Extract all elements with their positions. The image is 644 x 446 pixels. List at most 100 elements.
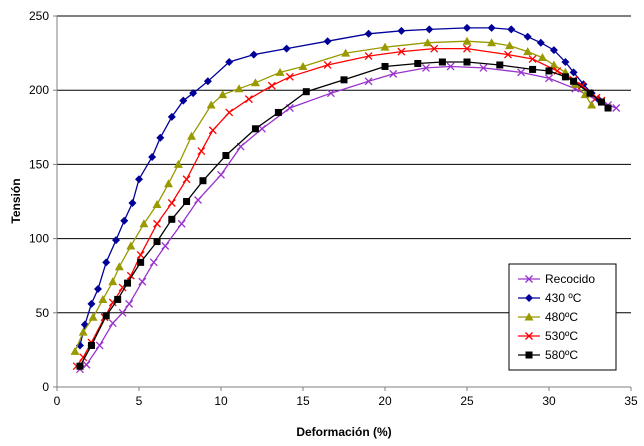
- data-point: [87, 299, 96, 308]
- data-point: [381, 62, 389, 70]
- data-point: [504, 50, 512, 59]
- data-point: [244, 95, 253, 104]
- data-point: [118, 308, 127, 317]
- data-point-stroke: [397, 47, 406, 56]
- data-point: [179, 96, 188, 105]
- data-point: [364, 77, 373, 86]
- data-point: [137, 258, 145, 266]
- data-point-stroke: [504, 50, 512, 59]
- data-point: [298, 61, 308, 70]
- data-point: [161, 242, 170, 250]
- data-point: [102, 312, 110, 320]
- data-point-stroke: [95, 341, 104, 350]
- legend-label: Recocido: [545, 272, 595, 286]
- data-point: [525, 351, 533, 359]
- data-point-stroke: [612, 104, 621, 112]
- series-2: [70, 36, 597, 355]
- data-point-stroke: [326, 89, 335, 98]
- data-point: [523, 47, 533, 56]
- data-point: [189, 89, 198, 98]
- data-point: [285, 72, 294, 81]
- data-point: [114, 295, 122, 303]
- data-point: [275, 67, 285, 76]
- data-point-stroke: [525, 275, 533, 283]
- data-point: [249, 50, 258, 59]
- data-point: [364, 29, 373, 38]
- data-point: [76, 362, 84, 370]
- data-point: [182, 175, 191, 184]
- series-lines: [70, 23, 621, 374]
- data-point-stroke: [136, 250, 145, 259]
- data-point-stroke: [208, 126, 217, 135]
- data-point-stroke: [323, 61, 332, 69]
- tick-labels: 0 50 100 150 200 250 0 5 10 15 20 25 30 35: [29, 9, 638, 408]
- data-point: [438, 58, 446, 66]
- data-point-stroke: [285, 72, 294, 81]
- data-point: [529, 65, 537, 73]
- data-point: [135, 175, 143, 184]
- data-point: [136, 250, 145, 259]
- data-point: [203, 77, 212, 86]
- data-point: [507, 25, 516, 34]
- series-4: [76, 58, 612, 370]
- data-point: [545, 74, 553, 83]
- y-tick-label: 50: [36, 306, 50, 320]
- x-tick-label: 20: [378, 394, 392, 408]
- data-point: [108, 319, 117, 328]
- data-point: [604, 104, 612, 112]
- data-point: [545, 67, 553, 75]
- data-point: [199, 177, 207, 185]
- y-tick-label: 250: [29, 9, 49, 23]
- data-point: [94, 285, 102, 294]
- legend-item: Recocido: [518, 272, 595, 286]
- data-point: [479, 63, 488, 72]
- x-tick-label: 5: [136, 394, 143, 408]
- data-point: [177, 219, 186, 228]
- legend-item: 530ºC: [518, 329, 578, 343]
- data-point: [102, 258, 111, 267]
- data-point: [274, 108, 282, 116]
- x-tick-label: 15: [296, 394, 310, 408]
- data-point: [112, 236, 121, 245]
- data-point: [222, 151, 230, 159]
- data-point: [430, 44, 439, 53]
- data-point-stroke: [125, 299, 134, 308]
- data-point-stroke: [82, 360, 91, 369]
- data-point: [125, 299, 134, 308]
- data-point-stroke: [194, 196, 202, 204]
- data-point: [397, 26, 406, 35]
- data-point-stroke: [577, 81, 586, 90]
- legend-item: 480ºC: [518, 310, 578, 324]
- data-point-stroke: [108, 319, 117, 328]
- data-point-stroke: [225, 108, 234, 117]
- series-0: [76, 62, 621, 374]
- x-tick-label: 0: [54, 394, 61, 408]
- y-tick-label: 100: [29, 232, 49, 246]
- data-point: [423, 38, 433, 47]
- data-point: [225, 108, 234, 117]
- data-point: [153, 219, 161, 228]
- data-point: [251, 125, 259, 133]
- data-point: [523, 32, 532, 41]
- data-point: [218, 90, 228, 99]
- legend-label: 580ºC: [545, 348, 578, 362]
- data-point: [153, 238, 161, 246]
- data-point-stroke: [167, 199, 176, 207]
- y-tick-label: 0: [42, 380, 49, 394]
- data-point: [577, 81, 586, 90]
- y-tick-label: 200: [29, 83, 49, 97]
- data-point: [525, 275, 533, 283]
- data-point: [267, 81, 276, 90]
- data-point: [194, 196, 202, 204]
- legend: Recocido 430 ºC 480ºC 530ºC 580ºC: [508, 263, 617, 371]
- data-point: [126, 241, 136, 250]
- data-point: [167, 199, 176, 207]
- data-point-stroke: [236, 142, 245, 151]
- data-point-stroke: [422, 63, 430, 72]
- data-point: [167, 112, 176, 121]
- data-point: [570, 77, 578, 85]
- data-point: [525, 294, 533, 302]
- data-point: [397, 47, 406, 56]
- data-point: [302, 88, 310, 96]
- data-point-stroke: [545, 74, 553, 83]
